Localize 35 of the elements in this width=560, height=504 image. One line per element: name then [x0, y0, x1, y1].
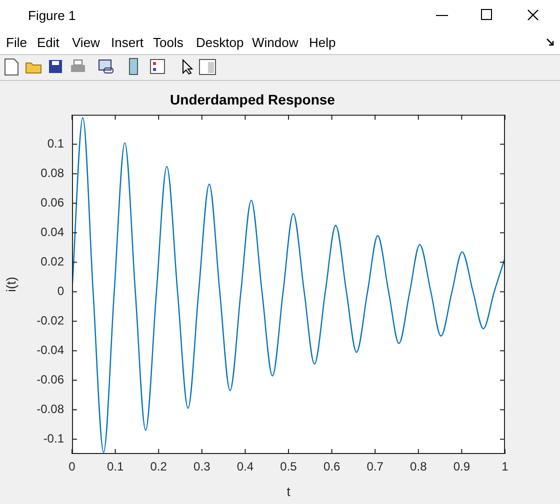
x-tick-label: 0 [68, 460, 76, 474]
y-tick-label: -0.02 [36, 314, 64, 328]
text: Desktop [196, 35, 244, 50]
text: File [6, 35, 27, 50]
y-tick-label: -0.08 [36, 402, 64, 416]
y-tick-label: -0.04 [36, 343, 64, 358]
x-tick-label: 0.8 [410, 460, 428, 474]
x-tick-label: 0.9 [453, 460, 470, 474]
text: Tools [153, 35, 184, 50]
x-tick-label: 0.2 [150, 460, 168, 474]
chart-title: Underdamped Response [170, 91, 336, 108]
text: Help [309, 35, 336, 50]
x-tick-label: 0.5 [280, 460, 298, 474]
x-tick-label: 0.1 [106, 460, 124, 474]
x-tick-label: 0.3 [194, 460, 211, 474]
y-tick-label: 0.02 [40, 254, 64, 269]
y-tick-label: -0.1 [43, 432, 64, 446]
y-tick-label: 0.08 [40, 166, 64, 180]
y-tick-label: 0.06 [40, 196, 64, 210]
text: View [72, 35, 100, 50]
y-tick-label: 0.04 [40, 225, 64, 240]
y-tick-label: 0.1 [47, 136, 64, 151]
x-tick-label: 0.7 [366, 460, 384, 474]
x-axis-title: t [286, 484, 291, 499]
x-tick-label: 1 [502, 460, 509, 474]
text: Insert [111, 35, 144, 50]
x-tick-label: 0.4 [236, 460, 254, 474]
x-tick-label: 0.6 [323, 460, 340, 474]
y-tick-label: 0 [57, 284, 64, 298]
y-tick-label: -0.06 [36, 372, 64, 387]
text: Edit [37, 35, 60, 50]
caption: Figure 1 [28, 8, 76, 23]
y-axis-title: i(t) [3, 276, 18, 292]
line-series [72, 117, 505, 454]
text: Window [252, 35, 298, 50]
